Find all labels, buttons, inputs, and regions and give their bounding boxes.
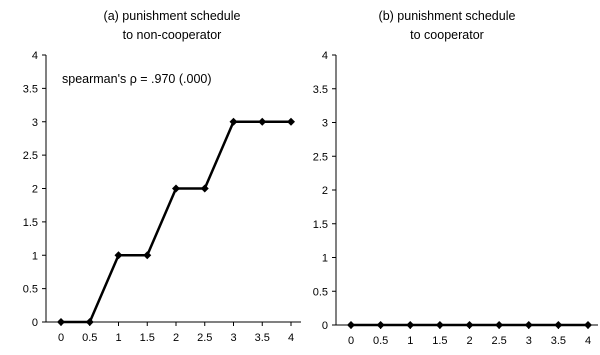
chart-a-data-point	[114, 251, 123, 260]
chart-a-y-tick-label: 3	[32, 117, 38, 129]
chart-a-y-tick-label: 1	[32, 250, 38, 262]
chart-a-y-tick-label: 0	[32, 317, 38, 329]
chart-a-y-tick-label: 2.5	[23, 150, 38, 162]
chart-a-x-tick-label: 1.5	[140, 332, 155, 344]
chart-b-x-tick-label: 2.5	[491, 335, 506, 347]
chart-a-x-tick-label: 4	[288, 332, 294, 344]
chart-b-y-tick-label: 4	[322, 50, 328, 62]
chart-b-data-point	[584, 321, 592, 329]
chart-a-x-tick-label: 3.5	[255, 332, 270, 344]
chart-b-y-tick-label: 2.5	[313, 151, 328, 163]
chart-a-y-tick-label: 0.5	[23, 284, 38, 296]
chart-b-data-point	[495, 321, 504, 329]
chart-a-y-tick-label: 2	[32, 184, 38, 196]
chart-b-x-tick-label: 0.5	[373, 335, 388, 347]
chart-b-y-ticks: 0 0.5 1 1.5 2 2.5 3 3.5 4	[313, 50, 336, 332]
chart-a-data-point	[172, 184, 180, 193]
chart-a-series-line	[61, 120, 291, 324]
chart-a-x-ticks: 0 0.5 1 1.5 2 2.5 3 3.5 4	[58, 322, 294, 344]
chart-a-x-tick-label: 0	[58, 332, 64, 344]
chart-a-x-tick-label: 3	[230, 332, 236, 344]
chart-a-x-tick-label: 2	[173, 332, 179, 344]
chart-b-x-tick-label: 3	[526, 335, 532, 347]
chart-a-title-line-1: (a) punishment schedule	[104, 9, 241, 23]
chart-b-title-line-1: (b) punishment schedule	[379, 9, 516, 23]
chart-a-data-point	[143, 251, 152, 260]
chart-a-data-point	[200, 184, 209, 193]
chart-b-title-line-2: to cooperator	[410, 28, 484, 42]
chart-b-x-tick-label: 1.5	[432, 335, 447, 347]
chart-a-data-point	[229, 117, 238, 126]
chart-b-data-point	[376, 321, 385, 329]
chart-a-annotation: spearman's ρ = .970 (.000)	[62, 72, 212, 86]
chart-b-y-tick-label: 1	[322, 253, 328, 265]
chart-a-x-tick-label: 0.5	[82, 332, 97, 344]
chart-a-data-point	[85, 318, 94, 326]
chart-b-data-point	[524, 321, 533, 329]
chart-a-y-tick-label: 1.5	[23, 217, 38, 229]
chart-a-y-tick-label: 4	[32, 50, 38, 62]
chart-b-x-tick-label: 4	[585, 335, 591, 347]
chart-a-data-point	[57, 318, 65, 326]
chart-b-x-ticks: 0 0.5 1 1.5 2 2.5 3 3.5 4	[348, 325, 591, 347]
chart-a-title-line-2: to non-cooperator	[123, 28, 222, 42]
chart-b-y-tick-label: 3.5	[313, 84, 328, 96]
chart-b-series	[347, 321, 592, 329]
chart-a-x-tick-label: 1	[115, 332, 121, 344]
chart-b-y-tick-label: 2	[322, 185, 328, 197]
chart-a-y-tick-label: 3.5	[23, 83, 38, 95]
chart-a-y-ticks: 0 0.5 1 1.5 2 2.5 3 3.5 4	[23, 50, 46, 329]
chart-b-data-point	[347, 321, 355, 329]
chart-b-data-point	[406, 321, 415, 329]
chart-b-data-point	[465, 321, 474, 329]
chart-b-data-point	[554, 321, 563, 329]
chart-b-x-tick-label: 3.5	[551, 335, 566, 347]
chart-b-x-tick-label: 2	[466, 335, 472, 347]
chart-b-data-point	[435, 321, 444, 329]
chart-b-y-tick-label: 0.5	[313, 286, 328, 298]
chart-b-x-tick-label: 0	[348, 335, 354, 347]
chart-b-x-tick-label: 1	[407, 335, 413, 347]
chart-b-y-tick-label: 0	[322, 320, 328, 332]
chart-a-data-point	[258, 117, 267, 126]
chart-a-data-point	[287, 117, 295, 126]
chart-panel-a: (a) punishment schedule to non-cooperato…	[23, 9, 301, 344]
chart-a-x-tick-label: 2.5	[197, 332, 212, 344]
chart-b-y-tick-label: 3	[322, 118, 328, 130]
chart-b-y-tick-label: 1.5	[313, 219, 328, 231]
chart-panel-b: (b) punishment schedule to cooperator 00…	[313, 9, 598, 347]
chart-a-series	[57, 117, 295, 326]
